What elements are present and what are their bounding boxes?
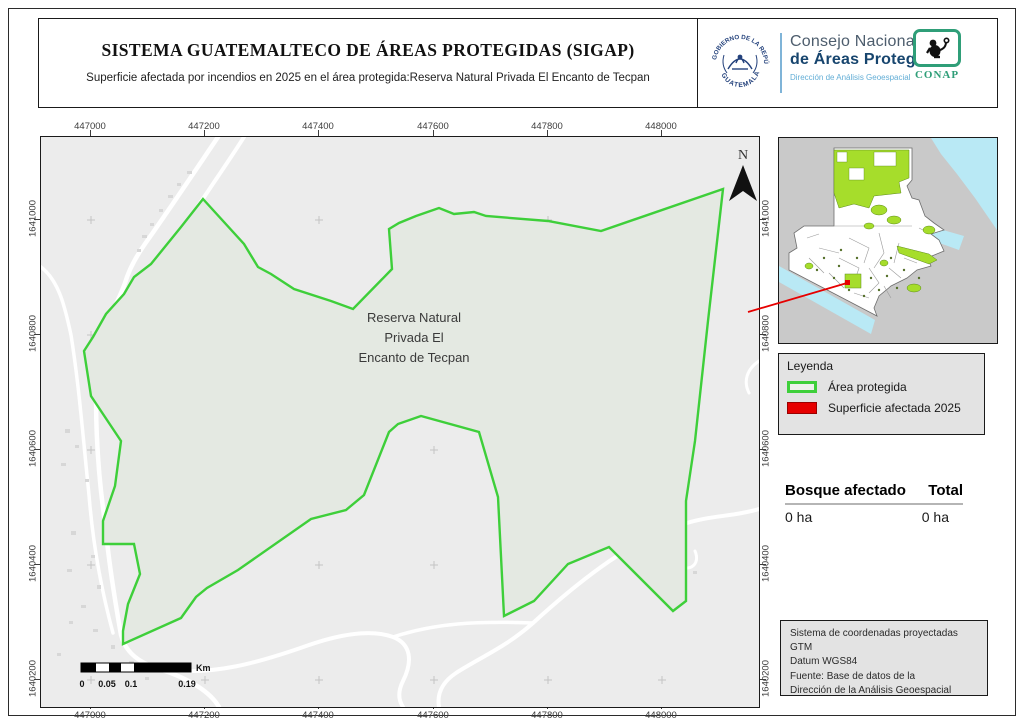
x-axis-label: 447200 [188,710,220,721]
conap-monkey-icon [913,29,961,67]
axis-tick [204,130,205,136]
axis-tick [760,219,766,220]
axis-tick [34,679,40,680]
logo-divider [780,33,782,93]
scale-tick-label: 0.05 [98,679,116,689]
legend: Leyenda Área protegida Superficie afecta… [778,353,985,435]
legend-title: Leyenda [787,359,834,373]
north-label: N [738,148,748,163]
axis-tick [433,130,434,136]
scale-unit: Km [196,663,211,673]
area-label-line2: Privada El [384,330,443,345]
axis-tick [760,564,766,565]
north-arrow-icon: N [729,148,757,201]
area-label-line3: Encanto de Tecpan [358,350,469,365]
axis-tick [34,449,40,450]
source-line: Dirección de la Análisis Geoespacial [790,684,952,696]
axis-tick [760,334,766,335]
x-axis-label: 448000 [645,121,677,132]
axis-tick [318,130,319,136]
overview-petén-holes [836,151,897,181]
axis-tick [34,219,40,220]
org-name-line2: de Áreas Protegidas [790,51,949,69]
org-name-line3: Dirección de Análisis Geoespacial [790,72,911,82]
page-title: SISTEMA GUATEMALTECO DE ÁREAS PROTEGIDAS… [101,39,635,60]
affected-forest-table: Bosque afectado Total 0 ha 0 ha [785,482,963,525]
x-axis-label: 447600 [417,121,449,132]
stats-col-total: Total [928,482,963,499]
stats-value-total: 0 ha [921,509,949,525]
affected-area-swatch [787,402,817,414]
guatemala-outline [788,147,945,317]
scale-tick-label: 0 [79,679,84,689]
logo-cell: GOBIERNO DE LA REPÚBLICA GUATEMALA Conse… [698,19,997,107]
legend-item-label: Área protegida [828,380,907,394]
conap-logo: CONAP [908,29,966,81]
source-line: Datum WGS84 [790,656,858,668]
x-axis-label: 447600 [417,710,449,721]
x-axis-label: 447200 [188,121,220,132]
source-line: Sistema de coordenadas proyectadas [790,628,958,639]
axis-tick [760,449,766,450]
x-axis-label: 448000 [645,710,677,721]
source-line: Fuente: Base de datos de la [790,670,916,682]
conap-label: CONAP [914,69,960,81]
gobierno-seal-icon: GOBIERNO DE LA REPÚBLICA GUATEMALA [706,29,772,95]
axis-tick [34,564,40,565]
org-name-line1: Consejo Nacional [790,33,919,50]
legend-item-affected: Superficie afectada 2025 [787,401,976,415]
scale-bar: Km 0 0.05 0.1 0.19 [79,662,211,689]
axis-tick [547,130,548,136]
scale-tick-label: 0.1 [125,679,138,689]
x-axis-label: 447800 [531,710,563,721]
legend-item-protected: Área protegida [787,380,976,394]
stats-value-bosque: 0 ha [785,509,813,525]
area-label: Reserva Natural Privada El Encanto de Te… [358,310,469,365]
overview-small-reserves [815,248,921,298]
stats-col-bosque: Bosque afectado [785,482,906,499]
x-axis-label: 447400 [302,710,334,721]
seal-emblem [722,54,758,74]
main-map: Reserva Natural Privada El Encanto de Te… [39,134,761,710]
protected-area-swatch [787,381,817,393]
area-label-line1: Reserva Natural [367,310,461,325]
source-line: GTM [790,642,813,654]
x-axis-label: 447800 [531,121,563,132]
axis-tick [661,130,662,136]
org-text: Consejo Nacional de Áreas Protegidas Dir… [790,33,949,82]
x-axis-label: 447000 [74,121,106,132]
axis-tick [760,679,766,680]
scale-tick-label: 0.19 [178,679,196,689]
header-banner: SISTEMA GUATEMALTECO DE ÁREAS PROTEGIDAS… [38,18,998,108]
title-cell: SISTEMA GUATEMALTECO DE ÁREAS PROTEGIDAS… [39,19,698,107]
x-axis-label: 447400 [302,121,334,132]
axis-tick [34,334,40,335]
legend-item-label: Superficie afectada 2025 [828,401,961,415]
axis-tick [90,130,91,136]
source-info-box: Sistema de coordenadas proyectadas GTM D… [780,620,988,696]
page-subtitle: Superficie afectada por incendios en 202… [86,71,650,84]
protected-area-polygon [82,187,725,646]
x-axis-label: 447000 [74,710,106,721]
overview-map [778,137,998,344]
